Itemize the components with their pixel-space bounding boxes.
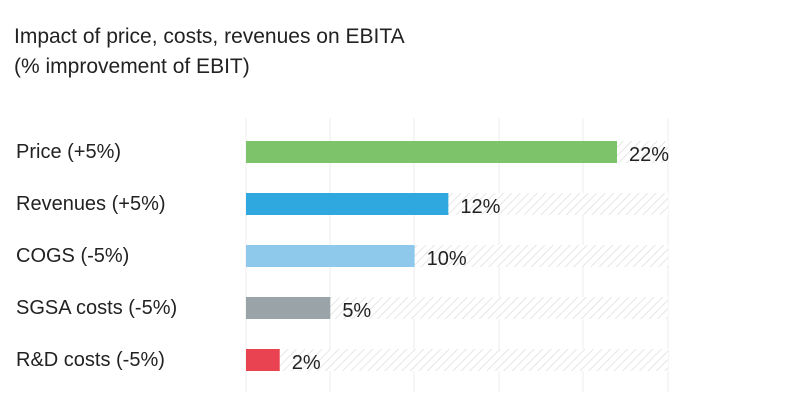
value-label: 22% bbox=[629, 144, 669, 166]
bar bbox=[246, 349, 280, 371]
bar bbox=[246, 193, 449, 215]
chart-subtitle: (% improvement of EBIT) bbox=[14, 55, 250, 78]
bar bbox=[246, 141, 617, 163]
bar-track bbox=[246, 349, 668, 371]
bar-track bbox=[246, 297, 668, 319]
category-label: COGS (-5%) bbox=[16, 245, 129, 267]
bars bbox=[246, 141, 668, 371]
bar bbox=[246, 297, 331, 319]
value-label: 2% bbox=[292, 352, 321, 374]
bar bbox=[246, 245, 415, 267]
category-label: Revenues (+5%) bbox=[16, 193, 166, 215]
chart-title: Impact of price, costs, revenues on EBIT… bbox=[14, 25, 405, 48]
labels: Price (+5%) 22% Revenues (+5%) 12% COGS (-5%… bbox=[16, 141, 669, 374]
category-label: R&D costs (-5%) bbox=[16, 349, 165, 371]
value-label: 12% bbox=[460, 196, 500, 218]
category-label: SGSA costs (-5%) bbox=[16, 297, 177, 319]
value-label: 5% bbox=[342, 300, 371, 322]
chart-title-block: Impact of price, costs, revenues on EBIT… bbox=[14, 22, 405, 82]
value-label: 10% bbox=[427, 248, 467, 270]
category-label: Price (+5%) bbox=[16, 141, 121, 163]
